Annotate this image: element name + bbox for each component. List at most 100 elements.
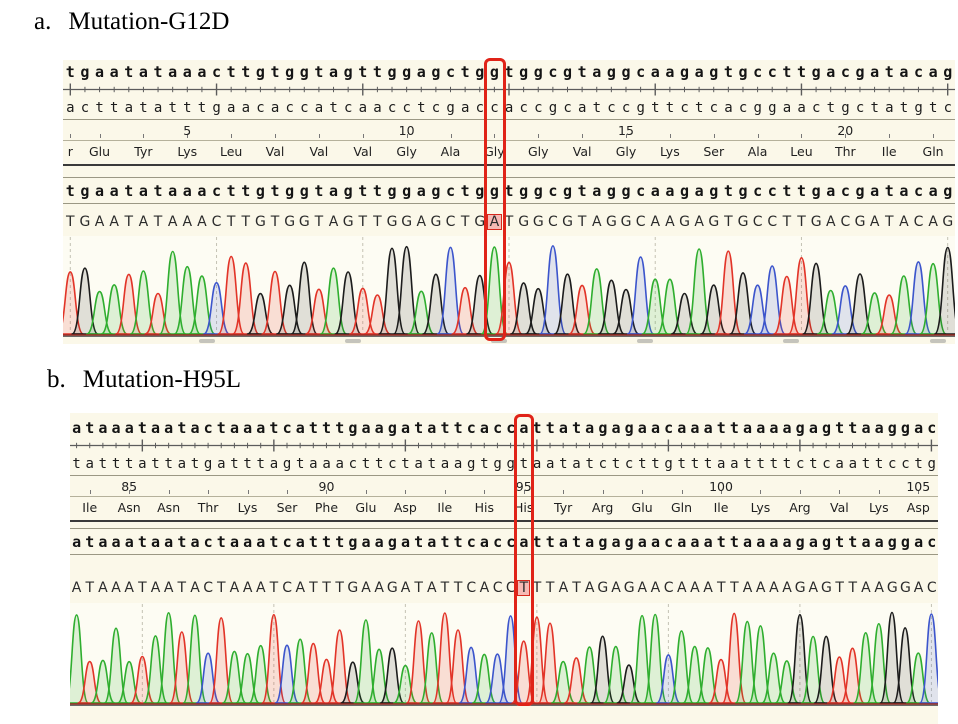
base-cell: c: [927, 532, 937, 551]
residue-number: 95: [515, 479, 532, 494]
base-cell: g: [402, 181, 412, 200]
base-cell: a: [314, 99, 324, 116]
amino-acid-label: Gly: [615, 144, 637, 159]
base-cell: a: [243, 418, 253, 437]
base-cell: g: [738, 181, 748, 200]
base-cell: c: [506, 532, 516, 551]
base-cell: t: [651, 455, 660, 472]
base-cell: g: [299, 181, 309, 200]
base-cell: t: [848, 532, 858, 551]
base-cell: t: [504, 181, 514, 200]
codon-tick: [538, 134, 540, 138]
codon-tick: [878, 490, 880, 494]
base-cell: t: [322, 532, 332, 551]
codon-tick: [602, 490, 604, 494]
base-cell: G: [79, 213, 91, 230]
base-cell: t: [153, 181, 163, 200]
base-cell: A: [167, 213, 178, 230]
base-cell: a: [109, 62, 119, 81]
amino-acid-label: Val: [309, 144, 329, 159]
base-cell: a: [66, 99, 75, 116]
base-cell: a: [694, 181, 704, 200]
base-cell: g: [680, 181, 690, 200]
base-cell: g: [563, 181, 573, 200]
base-cell: t: [168, 99, 177, 116]
base-cell: A: [427, 579, 437, 596]
base-cell: t: [296, 455, 305, 472]
base-cell: t: [230, 455, 239, 472]
base-cell: t: [226, 62, 236, 81]
base-cell: t: [308, 532, 318, 551]
codon-tick: [168, 490, 170, 494]
base-cell: T: [453, 579, 463, 596]
base-cell: g: [475, 181, 485, 200]
base-cell: a: [95, 62, 105, 81]
base-cell: c: [943, 99, 953, 116]
base-cell: a: [724, 99, 733, 116]
base-cell: T: [226, 213, 236, 230]
base-cell: t: [756, 455, 765, 472]
base-cell: A: [769, 579, 779, 596]
base-cell: a: [782, 532, 792, 551]
base-cell: c: [927, 418, 937, 437]
base-cell: a: [782, 99, 792, 116]
base-cell: g: [563, 62, 573, 81]
base-cell: c: [203, 532, 213, 551]
base-cell: G: [623, 579, 635, 596]
base-cell: c: [466, 418, 476, 437]
base-cell: a: [611, 532, 621, 551]
base-cell: t: [870, 99, 879, 116]
base-cell: g: [387, 181, 397, 200]
base-cell: t: [190, 455, 200, 472]
base-cell: t: [269, 418, 279, 437]
codon-tick: [669, 134, 671, 138]
base-cell: A: [416, 213, 427, 230]
base-cell: T: [440, 579, 450, 596]
residue-number-row: 5 10 15 20: [63, 122, 955, 140]
base-cell: a: [585, 418, 595, 437]
base-cell: a: [703, 418, 713, 437]
amino-acid-label: Gly: [527, 144, 549, 159]
amino-acid-label: Arg: [789, 500, 811, 515]
base-cell: a: [229, 418, 239, 437]
base-cell: c: [914, 181, 924, 200]
base-cell: t: [835, 532, 845, 551]
base-cell: g: [621, 181, 631, 200]
base-cell: a: [361, 532, 371, 551]
base-cell: c: [621, 99, 631, 116]
codon-tick: [760, 490, 762, 494]
base-cell: A: [899, 213, 909, 230]
amino-acid-label: Thr: [834, 144, 856, 159]
base-cell: C: [203, 579, 214, 596]
base-cell: a: [743, 532, 753, 551]
amino-acid-label: Val: [353, 144, 373, 159]
base-cell: A: [111, 579, 121, 596]
amino-acid-label: Ala: [747, 144, 768, 159]
codon-tick: [129, 490, 131, 494]
base-cell: t: [809, 455, 818, 472]
base-cell: A: [190, 579, 200, 596]
base-cell: c: [914, 62, 924, 81]
base-cell: t: [137, 418, 147, 437]
base-cell: t: [111, 455, 121, 472]
chromatogram-trace: [70, 603, 938, 706]
base-cell: A: [676, 579, 687, 596]
amino-acid-label: Asn: [117, 500, 141, 515]
amino-acid-label: Phe: [314, 500, 339, 515]
base-cell: G: [679, 213, 690, 230]
base-cell: g: [493, 455, 502, 472]
codon-tick: [839, 490, 841, 494]
base-cell: A: [182, 213, 193, 230]
base-cell: t: [519, 455, 529, 472]
base-cell: a: [197, 62, 207, 81]
base-cell: T: [848, 579, 858, 596]
codon-tick: [287, 490, 288, 494]
residue-number: 90: [318, 479, 335, 494]
base-cell: t: [848, 418, 858, 437]
panel-a-mutation-name: Mutation-G12D: [68, 8, 230, 35]
base-cell: c: [548, 62, 558, 81]
base-cell: c: [506, 418, 516, 437]
codon-tick: [845, 134, 847, 138]
